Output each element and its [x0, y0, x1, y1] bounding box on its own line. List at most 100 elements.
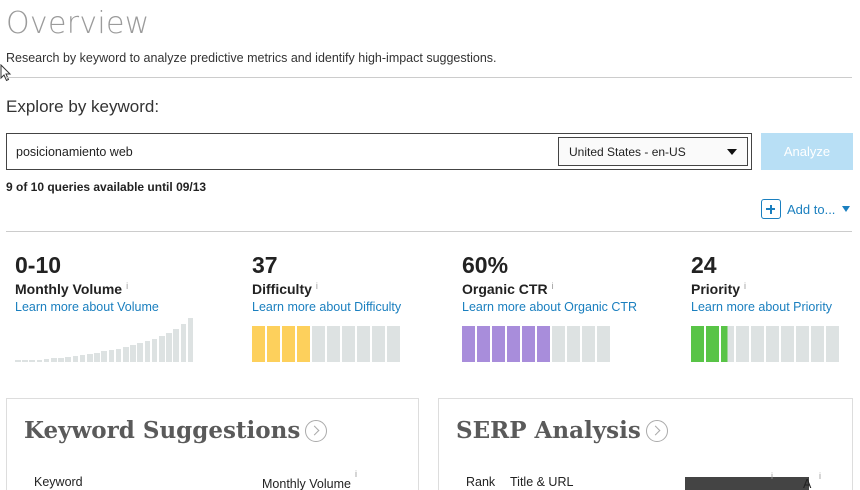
priority-gauge	[691, 326, 839, 362]
volume-bar	[130, 345, 136, 362]
info-icon[interactable]: i	[315, 281, 318, 291]
gauge-segment	[721, 326, 734, 362]
info-icon[interactable]: i	[744, 281, 747, 291]
volume-bar	[137, 343, 144, 362]
volume-bar	[72, 356, 79, 362]
caret-down-icon	[842, 206, 851, 212]
circle-arrow-right-icon[interactable]	[305, 419, 328, 442]
metric-value: 60%	[462, 252, 509, 278]
gauge-segment	[582, 326, 595, 362]
gauge-segment	[387, 326, 400, 362]
volume-bar	[65, 356, 72, 362]
locale-select[interactable]: United States - en-US	[558, 137, 748, 166]
volume-bar	[22, 360, 28, 362]
serp-analysis-title[interactable]: SERP Analysis	[456, 417, 668, 444]
column-header-partial[interactable]: A	[803, 477, 812, 490]
gauge-segment	[312, 326, 325, 362]
gauge-segment	[492, 326, 505, 362]
volume-trend-bars	[15, 318, 195, 362]
column-header-rank[interactable]: Rank	[466, 475, 496, 489]
page-subtitle: Research by keyword to analyze predictiv…	[6, 51, 497, 65]
metric-organic-ctr: 60% Organic CTR i Learn more about Organi…	[462, 252, 637, 314]
gauge-segment	[706, 326, 719, 362]
volume-bar	[79, 355, 86, 362]
volume-bar	[115, 348, 122, 362]
metric-label-text: Priority	[691, 281, 741, 297]
locale-selected-value: United States - en-US	[569, 145, 686, 159]
serp-analysis-card: SERP Analysis Rank Title & URL A i i	[438, 398, 853, 490]
keyword-input[interactable]	[7, 134, 557, 169]
info-icon[interactable]: i	[126, 281, 129, 291]
gauge-segment	[736, 326, 749, 362]
volume-bar	[36, 359, 43, 362]
gauge-segment	[297, 326, 310, 362]
queries-remaining-note: 9 of 10 queries available until 09/13	[6, 180, 207, 194]
info-icon[interactable]: i	[819, 471, 821, 481]
caret-down-icon	[727, 149, 737, 155]
card-title-text: Keyword Suggestions	[24, 417, 301, 444]
organic-ctr-gauge	[462, 326, 610, 362]
gauge-segment	[372, 326, 385, 362]
learn-more-volume-link[interactable]: Learn more about Volume	[15, 300, 159, 314]
gauge-segment	[766, 326, 779, 362]
gauge-segment	[537, 326, 550, 362]
column-header-keyword[interactable]: Keyword	[34, 475, 83, 489]
volume-bar	[15, 360, 21, 362]
gauge-segment	[462, 326, 475, 362]
gauge-segment	[267, 326, 280, 362]
learn-more-priority-link[interactable]: Learn more about Priority	[691, 300, 833, 314]
volume-bar	[29, 360, 36, 362]
gauge-segment	[342, 326, 355, 362]
keyword-suggestions-title[interactable]: Keyword Suggestions	[24, 417, 328, 444]
info-icon[interactable]: i	[354, 469, 357, 479]
circle-arrow-right-icon[interactable]	[645, 419, 668, 442]
volume-bar	[108, 350, 115, 362]
volume-bar	[87, 353, 93, 362]
gauge-segment	[796, 326, 809, 362]
keyword-suggestions-card: Keyword Suggestions Keyword Monthly Volu…	[6, 398, 419, 490]
metric-label-text: Organic CTR	[462, 281, 548, 297]
volume-bar	[51, 358, 57, 362]
explore-label: Explore by keyword:	[6, 97, 160, 116]
volume-bar	[58, 357, 64, 362]
metric-difficulty: 37 Difficulty i Learn more about Difficul…	[252, 252, 401, 314]
metric-value: 37	[252, 252, 278, 278]
gauge-segment	[477, 326, 490, 362]
metrics-divider	[6, 231, 852, 232]
column-header-monthly-volume[interactable]: Monthly Volumei	[262, 469, 357, 490]
card-title-text: SERP Analysis	[456, 417, 641, 444]
analyze-button[interactable]: Analyze	[761, 133, 853, 170]
info-icon[interactable]: i	[551, 281, 554, 291]
volume-bar	[101, 351, 108, 362]
metric-label: Monthly Volume i	[15, 281, 159, 297]
gauge-segment	[751, 326, 764, 362]
volume-bar	[187, 318, 194, 362]
gauge-segment	[811, 326, 824, 362]
volume-bar	[123, 346, 129, 362]
gauge-segment	[522, 326, 535, 362]
metric-priority: 24 Priority i Learn more about Priority	[691, 252, 832, 314]
gauge-segment	[552, 326, 565, 362]
gauge-segment	[567, 326, 580, 362]
gauge-segment	[597, 326, 610, 362]
info-icon[interactable]: i	[771, 471, 773, 481]
metric-value: 0-10	[15, 252, 62, 278]
metric-label: Organic CTR i	[462, 281, 637, 297]
learn-more-difficulty-link[interactable]: Learn more about Difficulty	[252, 300, 402, 314]
gauge-segment	[826, 326, 839, 362]
gauge-segment	[507, 326, 520, 362]
column-header-text: Monthly Volume	[262, 477, 351, 490]
learn-more-ctr-link[interactable]: Learn more about Organic CTR	[462, 300, 638, 314]
header-divider	[6, 77, 852, 78]
redacted-column-header	[685, 477, 809, 490]
column-header-title-url[interactable]: Title & URL	[510, 475, 574, 489]
mouse-cursor-icon	[0, 64, 12, 82]
keyword-search-box: United States - en-US	[6, 133, 752, 170]
metric-label-text: Monthly Volume	[15, 281, 123, 297]
metric-label: Priority i	[691, 281, 832, 297]
volume-bar	[144, 341, 151, 362]
add-to-button[interactable]: Add to...	[761, 199, 851, 219]
gauge-segment	[357, 326, 370, 362]
metric-label: Difficulty i	[252, 281, 401, 297]
gauge-segment	[252, 326, 265, 362]
